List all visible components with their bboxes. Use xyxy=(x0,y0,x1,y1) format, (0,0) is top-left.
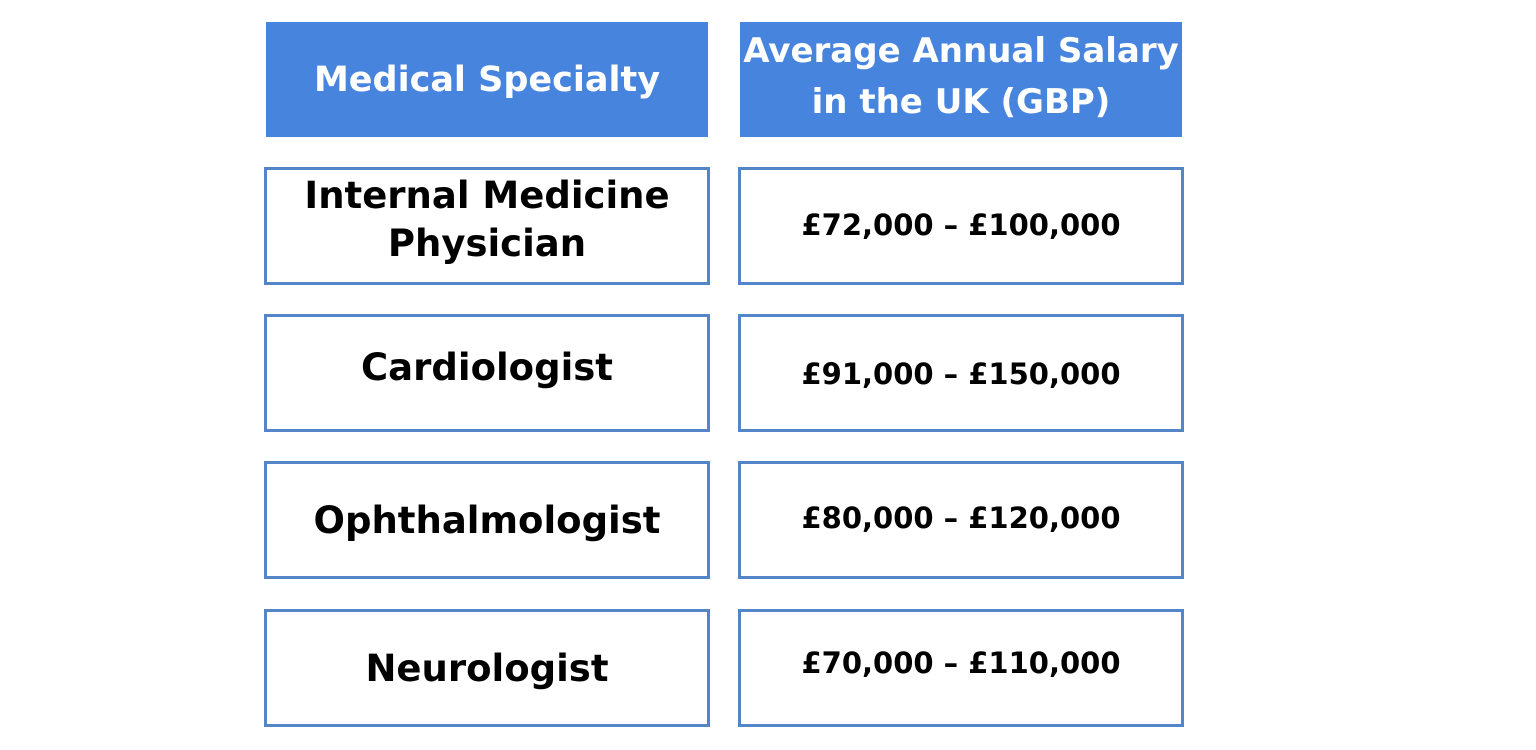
table-cell-salary: £72,000 – £100,000 xyxy=(738,167,1184,285)
table-cell-salary: £80,000 – £120,000 xyxy=(738,461,1184,579)
specialty-label: Cardiologist xyxy=(361,345,613,389)
header-label: Medical Specialty xyxy=(313,59,661,100)
header-medical-specialty: Medical Specialty xyxy=(266,22,708,137)
salary-value: £70,000 – £110,000 xyxy=(801,646,1121,681)
specialty-label: Internal Medicine Physician xyxy=(304,173,670,265)
specialty-label: Neurologist xyxy=(365,646,609,690)
table-cell-salary: £91,000 – £150,000 xyxy=(738,314,1184,432)
salary-value: £80,000 – £120,000 xyxy=(801,500,1121,535)
header-average-salary: Average Annual Salary in the UK (GBP) xyxy=(740,22,1182,137)
table-cell-specialty: Neurologist xyxy=(264,609,710,727)
table-cell-specialty: Ophthalmologist xyxy=(264,461,710,579)
table-cell-salary: £70,000 – £110,000 xyxy=(738,609,1184,727)
specialty-label: Ophthalmologist xyxy=(313,498,661,542)
header-label: Average Annual Salary in the UK (GBP) xyxy=(743,30,1179,122)
salary-value: £91,000 – £150,000 xyxy=(801,357,1121,392)
table-cell-specialty: Internal Medicine Physician xyxy=(264,167,710,285)
table-cell-specialty: Cardiologist xyxy=(264,314,710,432)
salary-value: £72,000 – £100,000 xyxy=(801,208,1121,243)
